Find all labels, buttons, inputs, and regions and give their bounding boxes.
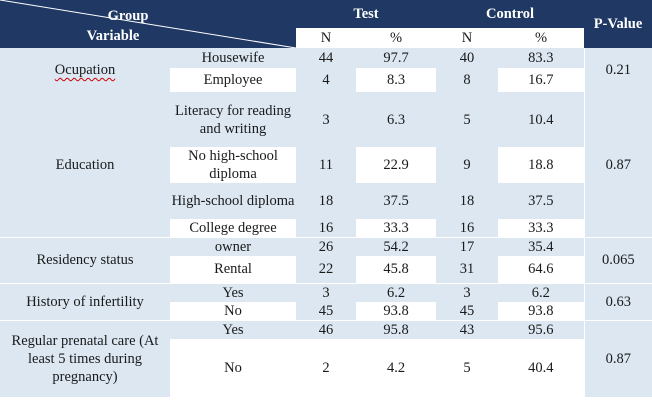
infertility-label: History of infertility — [0, 282, 170, 320]
control-header: Control — [436, 0, 585, 28]
education-pvalue: 0.87 — [583, 92, 652, 238]
test-n-cell: 3 — [296, 92, 356, 147]
control-n-cell: 16 — [436, 219, 498, 238]
occupation-label-text: Ocupation — [54, 62, 116, 78]
prenatal-pvalue: 0.87 — [583, 319, 652, 397]
control-n-cell: 45 — [436, 301, 498, 320]
test-pct-cell: 93.8 — [356, 301, 436, 320]
header-row-2: N % N % — [0, 28, 652, 48]
test-pct-cell: 95.8 — [356, 319, 436, 339]
table-row: Ocupation Housewife 44 97.7 40 83.3 0.21 — [0, 48, 652, 92]
test-pct-cell: 6.2 — [356, 282, 436, 302]
test-header: Test — [296, 0, 436, 28]
row-subcategory: No — [170, 338, 296, 397]
control-n-header: N — [436, 28, 498, 48]
test-n-cell: 26 — [296, 237, 356, 256]
test-pct-cell: 4.2 — [356, 338, 436, 397]
residency-pvalue: 0.065 — [583, 237, 652, 283]
control-n-cell: 5 — [436, 338, 498, 397]
control-pct-cell: 95.6 — [498, 319, 585, 339]
test-n-cell: 18 — [296, 183, 356, 219]
table-row: High-school diploma 18 37.5 18 37.5 — [0, 183, 652, 219]
control-n-cell: 5 — [436, 92, 498, 147]
row-subcategory: Yes — [170, 319, 296, 339]
test-pct-cell: 8.3 — [356, 68, 436, 92]
control-pct-header: % — [498, 28, 585, 48]
test-n-cell: 22 — [296, 256, 356, 283]
control-pct-cell: 64.6 — [498, 256, 585, 283]
test-n-header: N — [296, 28, 356, 48]
control-pct-cell: 35.4 — [498, 237, 585, 256]
test-n-cell: 45 — [296, 301, 356, 320]
table-row: College degree 16 33.3 16 33.3 — [0, 219, 652, 238]
pvalue-header: P-Value — [584, 0, 652, 48]
table-row: Regular prenatal care (At least 5 times … — [0, 319, 652, 397]
test-pct-cell: 97.7 — [356, 48, 436, 68]
residency-label: Residency status — [0, 237, 170, 283]
infertility-pvalue: 0.63 — [583, 282, 652, 320]
test-pct-cell: 45.8 — [356, 256, 436, 283]
group-header-label: Group — [107, 8, 149, 24]
control-pct-cell: 93.8 — [498, 301, 585, 320]
test-n-cell: 11 — [296, 147, 356, 183]
table-row: Residency status owner 26 54.2 17 35.4 0… — [0, 237, 652, 283]
occupation-pvalue: 0.21 — [583, 48, 652, 92]
control-pct-cell: 16.7 — [498, 68, 585, 92]
table-row: Rental 22 45.8 31 64.6 — [0, 256, 652, 283]
test-n-cell: 44 — [296, 48, 356, 68]
row-subcategory: Rental — [170, 256, 296, 283]
row-subcategory: High-school diploma — [170, 183, 296, 219]
test-n-cell: 46 — [296, 319, 356, 339]
education-label: Education — [0, 92, 170, 238]
test-n-cell: 4 — [296, 68, 356, 92]
control-n-cell: 31 — [436, 256, 498, 283]
table-row: Employee 4 8.3 8 16.7 — [0, 68, 652, 92]
control-pct-cell: 10.4 — [498, 92, 585, 147]
table-row: History of infertility Yes 3 6.2 3 6.2 0… — [0, 282, 652, 320]
control-pct-cell: 37.5 — [498, 183, 585, 219]
test-n-cell: 2 — [296, 338, 356, 397]
diagonal-divider — [0, 0, 296, 48]
table-row: No 45 93.8 45 93.8 — [0, 301, 652, 320]
occupation-label: Ocupation — [0, 48, 170, 92]
control-n-cell: 17 — [436, 237, 498, 256]
test-pct-header: % — [356, 28, 436, 48]
test-n-cell: 16 — [296, 219, 356, 238]
table-row: Education Literacy for reading and writi… — [0, 92, 652, 238]
control-n-cell: 9 — [436, 147, 498, 183]
test-pct-cell: 33.3 — [356, 219, 436, 238]
test-pct-cell: 22.9 — [356, 147, 436, 183]
table-row: No high-school diploma 11 22.9 9 18.8 — [0, 147, 652, 183]
header-row-1: Group Variable Test Control P-Value — [0, 0, 652, 48]
row-subcategory: owner — [170, 237, 296, 256]
corner-header-cell: Group Variable — [0, 0, 296, 48]
test-n-cell: 3 — [296, 282, 356, 302]
table-row: No 2 4.2 5 40.4 — [0, 338, 652, 397]
row-subcategory: No — [170, 301, 296, 320]
test-pct-cell: 54.2 — [356, 237, 436, 256]
row-subcategory: Housewife — [170, 48, 296, 68]
control-n-cell: 43 — [436, 319, 498, 339]
control-pct-cell: 83.3 — [498, 48, 585, 68]
control-n-cell: 3 — [436, 282, 498, 302]
control-pct-cell: 33.3 — [498, 219, 585, 238]
control-pct-cell: 6.2 — [498, 282, 585, 302]
control-n-cell: 8 — [436, 68, 498, 92]
row-subcategory: College degree — [170, 219, 296, 238]
row-subcategory: Yes — [170, 282, 296, 302]
row-subcategory: Literacy for reading and writing — [170, 92, 296, 147]
control-pct-cell: 40.4 — [498, 338, 585, 397]
test-pct-cell: 37.5 — [356, 183, 436, 219]
row-subcategory: No high-school diploma — [170, 147, 296, 183]
row-subcategory: Employee — [170, 68, 296, 92]
prenatal-label: Regular prenatal care (At least 5 times … — [0, 319, 170, 397]
control-n-cell: 18 — [436, 183, 498, 219]
control-pct-cell: 18.8 — [498, 147, 585, 183]
control-n-cell: 40 — [436, 48, 498, 68]
variable-header-label: Variable — [86, 28, 140, 44]
test-pct-cell: 6.3 — [356, 92, 436, 147]
